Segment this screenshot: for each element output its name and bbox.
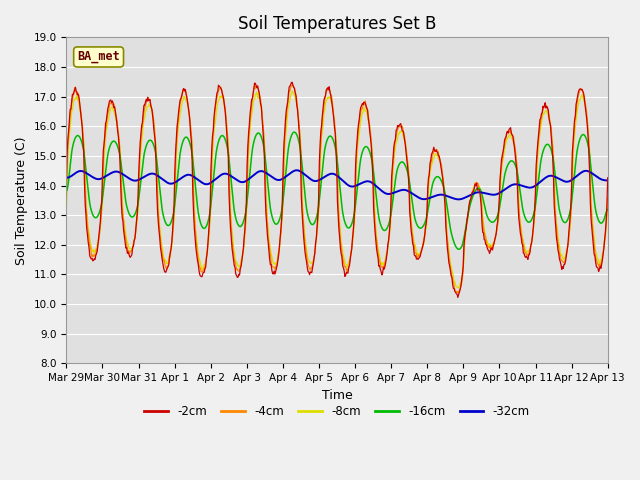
Line: -16cm: -16cm [67,132,608,249]
-4cm [455,290,463,296]
-32cm [604,178,612,183]
-4cm [63,194,70,200]
-4cm [604,194,612,200]
-32cm [128,177,136,183]
-4cm [128,248,136,254]
-16cm [72,133,80,139]
-8cm [419,240,427,246]
-16cm [419,223,427,229]
-4cm [212,104,220,109]
-4cm [404,158,412,164]
-8cm [289,88,296,94]
-2cm [128,252,136,257]
X-axis label: Time: Time [322,389,353,402]
Y-axis label: Soil Temperature (C): Soil Temperature (C) [15,136,28,264]
Text: BA_met: BA_met [77,50,120,63]
-16cm [404,169,412,175]
-2cm [183,95,191,100]
-2cm [287,80,295,85]
-16cm [455,246,463,252]
-4cm [419,240,427,246]
Line: -32cm: -32cm [67,170,608,199]
-8cm [183,100,191,106]
-2cm [419,241,427,247]
Line: -2cm: -2cm [67,83,608,298]
-32cm [404,188,412,193]
-4cm [72,88,80,94]
-32cm [183,172,191,178]
-4cm [183,94,191,100]
-8cm [212,119,220,125]
-16cm [290,129,298,135]
-8cm [455,285,463,291]
-2cm [454,295,461,300]
-4cm [289,82,297,88]
-8cm [63,205,70,211]
-32cm [63,175,70,180]
-8cm [604,202,612,207]
-2cm [404,162,412,168]
-8cm [128,248,136,253]
Legend: -2cm, -4cm, -8cm, -16cm, -32cm: -2cm, -4cm, -8cm, -16cm, -32cm [140,400,534,423]
-2cm [72,88,80,94]
-16cm [604,206,612,212]
-8cm [72,96,80,101]
-32cm [212,176,220,182]
-2cm [212,101,220,107]
-16cm [63,188,70,194]
-32cm [293,168,301,173]
-16cm [128,214,136,220]
Title: Soil Temperatures Set B: Soil Temperatures Set B [238,15,436,33]
-16cm [212,156,220,162]
Line: -8cm: -8cm [67,91,608,288]
-32cm [419,196,427,202]
Line: -4cm: -4cm [67,85,608,293]
-16cm [183,134,191,140]
-8cm [404,157,412,163]
-2cm [63,179,70,184]
-32cm [72,170,80,176]
-2cm [604,175,612,180]
-32cm [455,196,463,202]
